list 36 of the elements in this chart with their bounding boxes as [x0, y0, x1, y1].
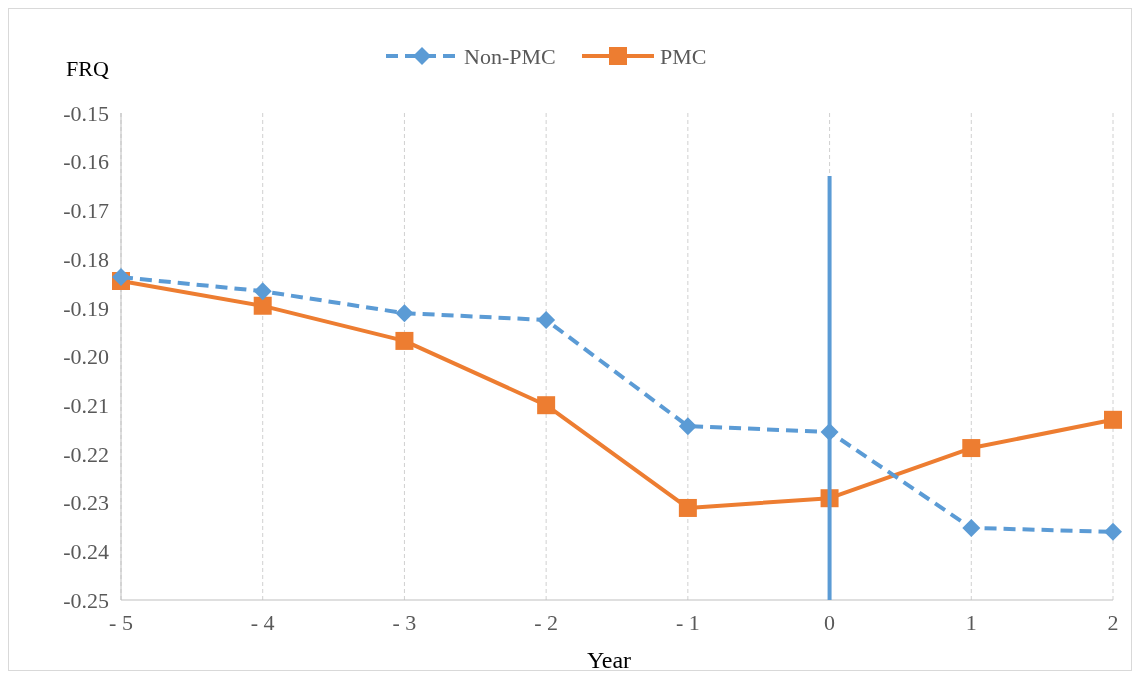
legend-label: Non-PMC: [464, 43, 556, 69]
x-tick-label: - 3: [392, 610, 417, 635]
point: [1104, 522, 1122, 541]
y-tick-label: -0.25: [63, 587, 109, 613]
y-tick-label: -0.16: [63, 149, 109, 175]
point: [1104, 410, 1122, 429]
x-tick-label: 0: [824, 610, 836, 635]
x-tick-label: - 2: [534, 610, 559, 635]
x-tick-label: 1: [965, 610, 977, 635]
y-axis-title: FRQ: [66, 56, 109, 81]
point: [678, 417, 697, 436]
x-tick-label: - 5: [109, 610, 133, 635]
point: [395, 331, 414, 350]
point: [112, 268, 130, 287]
x-tick-label: - 4: [250, 610, 275, 635]
y-tick-label: -0.20: [63, 344, 109, 370]
y-tick-label: -0.24: [63, 539, 109, 564]
x-tick-label: - 1: [675, 610, 700, 635]
y-tick-label: -0.21: [63, 392, 109, 418]
y-tick-label: -0.22: [63, 441, 109, 467]
point: [253, 296, 272, 315]
x-tick-label: 2: [1107, 610, 1119, 635]
y-tick-label: -0.19: [63, 295, 109, 321]
point: [962, 439, 981, 458]
point: [253, 282, 272, 301]
legend-label: PMC: [660, 43, 707, 69]
y-tick-label: -0.15: [63, 100, 109, 126]
point: [678, 498, 697, 517]
point: [962, 518, 981, 537]
y-tick-label: -0.18: [63, 246, 109, 272]
y-tick-label: -0.23: [63, 490, 109, 516]
y-tick-label: -0.17: [63, 198, 109, 224]
point: [395, 304, 414, 323]
x-axis-title: Year: [586, 647, 632, 673]
point: [537, 310, 556, 329]
point: [537, 396, 556, 415]
